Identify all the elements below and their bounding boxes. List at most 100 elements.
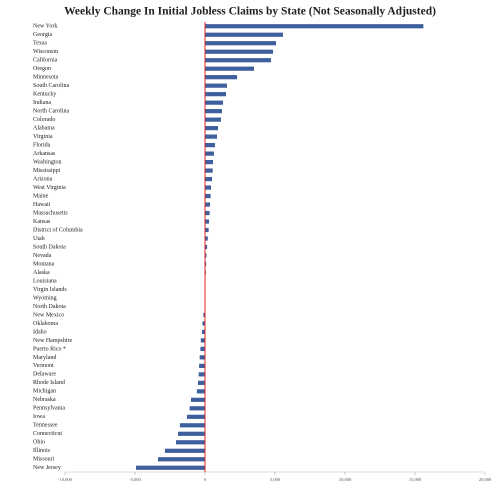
y-tick-label: Wisconsin xyxy=(33,49,58,55)
y-tick-label: New York xyxy=(33,24,57,30)
bar xyxy=(205,219,210,224)
y-tick-label: Arizona xyxy=(33,176,53,182)
bar xyxy=(157,457,205,462)
y-tick-label: Hawaii xyxy=(33,202,51,208)
y-tick-label: Maine xyxy=(33,193,49,199)
x-tick-label: 0 xyxy=(204,477,207,482)
bar xyxy=(205,134,218,139)
bar xyxy=(203,312,205,318)
bar xyxy=(199,355,205,360)
bar xyxy=(205,126,219,131)
bar xyxy=(199,363,205,368)
y-tick-label: Wyoming xyxy=(33,295,57,301)
y-tick-label: Kentucky xyxy=(33,92,56,98)
y-tick-label: New Mexico xyxy=(33,312,64,318)
bar xyxy=(176,440,205,445)
bar xyxy=(205,244,208,250)
y-tick-label: Florida xyxy=(33,142,51,148)
y-tick-label: Missouri xyxy=(33,457,55,463)
y-tick-label: New Jersey xyxy=(33,465,61,471)
y-tick-label: Alaska xyxy=(33,270,50,276)
y-tick-label: Oklahoma xyxy=(33,321,58,327)
y-tick-label: Mississippi xyxy=(33,168,61,174)
bar xyxy=(198,380,205,385)
y-tick-label: Rhode Island xyxy=(33,380,65,386)
y-tick-label: Oregon xyxy=(33,66,51,72)
bar xyxy=(201,329,205,335)
y-tick-label: North Dakota xyxy=(33,304,66,310)
y-tick-label: Indiana xyxy=(33,100,51,106)
y-tick-label: Alabama xyxy=(33,126,55,132)
y-tick-label: Nebraska xyxy=(33,397,56,403)
y-tick-label: Colorado xyxy=(33,117,55,123)
y-tick-label: North Carolina xyxy=(33,109,69,115)
y-tick-label: Ohio xyxy=(33,440,45,446)
bar xyxy=(205,92,226,97)
x-tick-label: 20,000 xyxy=(479,477,492,483)
y-tick-label: South Carolina xyxy=(33,83,70,89)
bar xyxy=(205,83,227,88)
bar xyxy=(205,75,238,80)
bar xyxy=(205,210,210,216)
x-tick-label: 5,000 xyxy=(270,477,281,483)
y-tick-label: Nevada xyxy=(33,253,52,259)
y-tick-label: Montana xyxy=(33,261,55,267)
y-tick-label: Puerto Rico * xyxy=(33,346,66,352)
bar xyxy=(205,100,224,105)
y-tick-label: South Dakota xyxy=(33,244,66,250)
x-tick-label: -5,000 xyxy=(129,477,141,483)
bar xyxy=(205,49,274,54)
y-tick-label: Georgia xyxy=(33,32,53,38)
bar xyxy=(135,465,205,470)
y-tick-label: Tennessee xyxy=(33,423,58,429)
bar xyxy=(205,159,213,165)
y-tick-label: Louisiana xyxy=(33,278,57,284)
bar xyxy=(200,346,205,351)
y-tick-label: Texas xyxy=(33,41,48,47)
bar xyxy=(205,202,211,207)
bar xyxy=(205,185,212,190)
bar xyxy=(205,143,215,148)
y-tick-label: Massachusetts xyxy=(33,210,68,216)
y-tick-label: Idaho xyxy=(33,329,47,335)
x-tick-label: -10,000 xyxy=(58,477,73,483)
bar xyxy=(186,414,205,419)
bar xyxy=(205,151,214,156)
y-tick-label: Virgin Islands xyxy=(33,287,67,293)
bar xyxy=(205,66,254,71)
y-tick-label: Connecticut xyxy=(33,431,62,437)
bar xyxy=(189,406,205,411)
y-tick-label: Washington xyxy=(33,159,62,165)
bar xyxy=(205,168,213,173)
x-tick-label: 10,000 xyxy=(339,477,352,483)
bar xyxy=(205,236,208,241)
bar xyxy=(205,227,209,233)
bar xyxy=(205,253,207,258)
y-tick-label: Delaware xyxy=(33,372,56,378)
bar xyxy=(205,109,222,114)
y-tick-label: West Virginia xyxy=(33,185,66,191)
bar xyxy=(205,117,221,122)
y-tick-label: Utah xyxy=(33,236,45,242)
bar xyxy=(179,423,205,428)
bar xyxy=(205,41,276,46)
bar xyxy=(205,261,207,267)
bar xyxy=(191,397,205,402)
bar xyxy=(196,389,205,394)
y-tick-label: Iowa xyxy=(33,414,45,420)
bar xyxy=(205,176,212,182)
y-tick-label: Maryland xyxy=(33,355,56,361)
y-tick-label: California xyxy=(33,57,58,64)
y-tick-label: Illinois xyxy=(33,448,51,454)
bar xyxy=(164,448,205,453)
bar xyxy=(205,32,283,37)
y-tick-label: District of Columbia xyxy=(33,226,83,233)
bar xyxy=(205,58,271,63)
y-tick-label: Pennsylvania xyxy=(33,406,65,412)
x-tick-label: 15,000 xyxy=(409,477,422,483)
y-tick-label: Arkansas xyxy=(33,151,56,157)
y-tick-label: Michigan xyxy=(33,389,56,395)
bar xyxy=(205,24,424,29)
y-tick-label: Kansas xyxy=(33,219,51,225)
